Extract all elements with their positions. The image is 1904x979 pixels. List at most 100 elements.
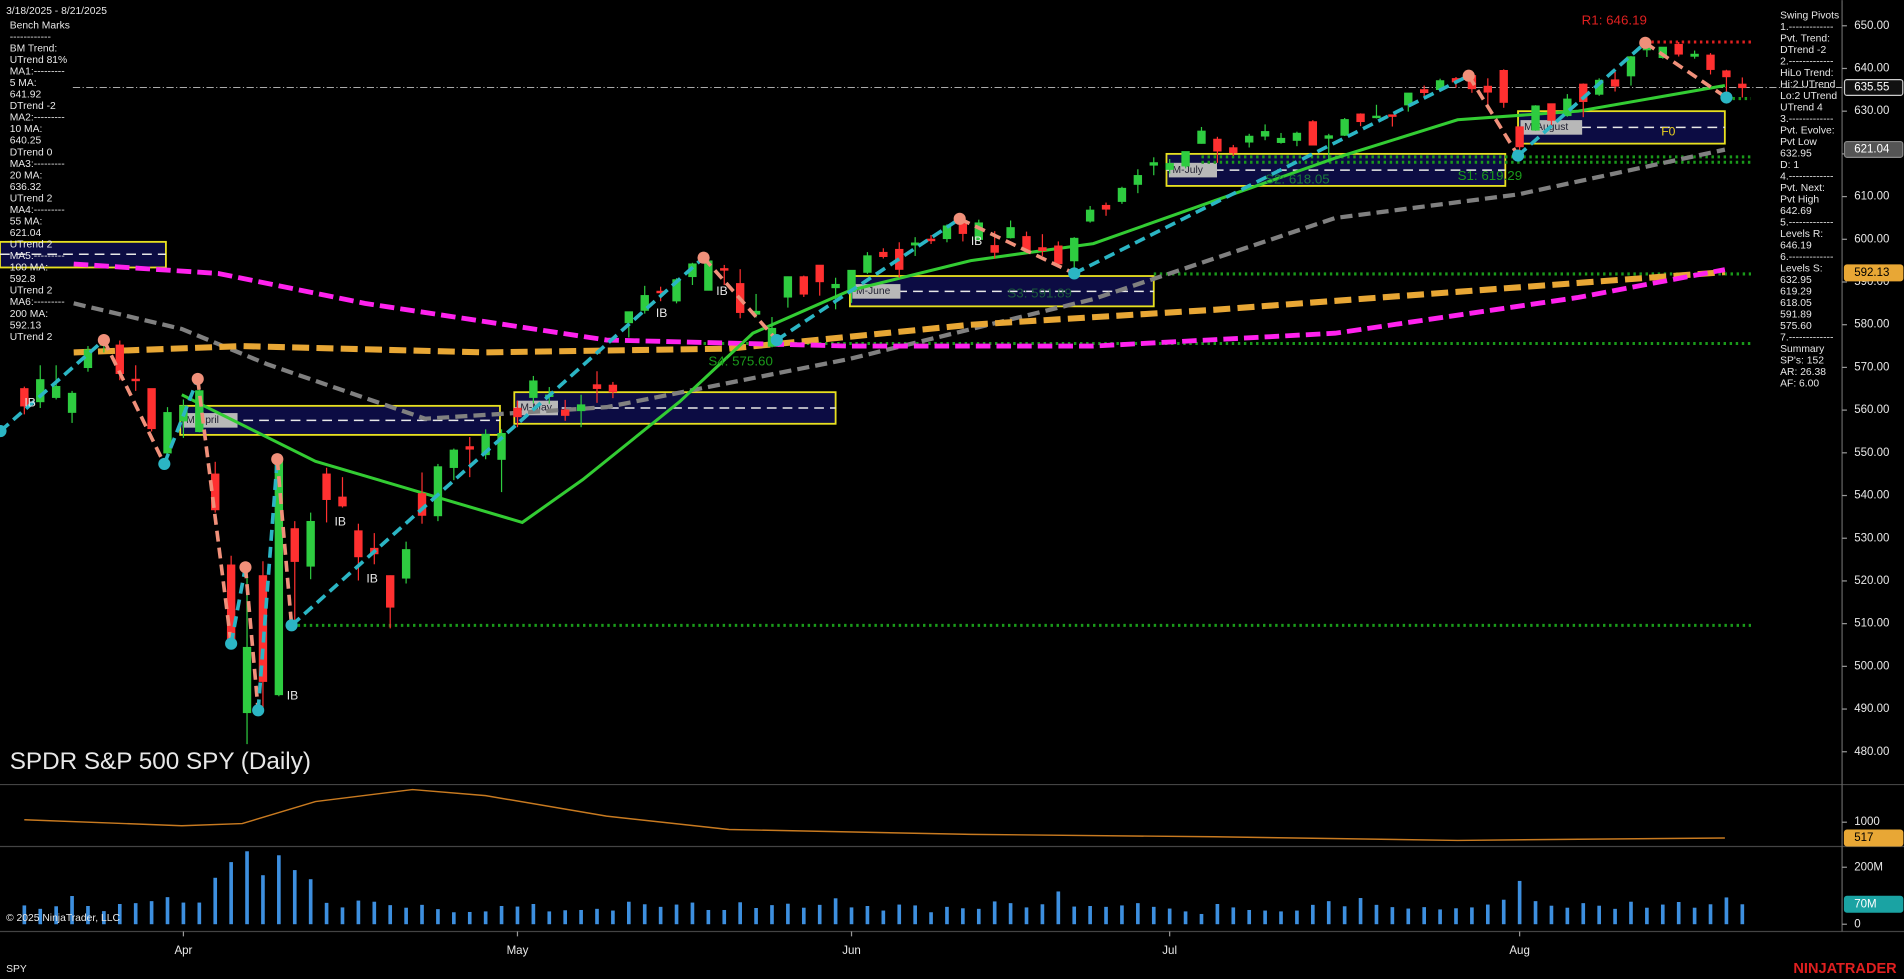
value-marker — [1843, 829, 1904, 847]
overlay-line — [73, 261, 1726, 349]
volume-bar — [452, 912, 456, 925]
annotation: IB — [24, 395, 35, 409]
swing-pivot-line: Summary — [1780, 344, 1825, 355]
volume-bar — [388, 905, 393, 925]
volume-bar — [467, 911, 472, 925]
bench-mark-line: 640.25 — [10, 136, 42, 147]
candle-body — [1690, 53, 1699, 57]
volume-bar — [1406, 908, 1411, 925]
candle-body — [163, 412, 172, 454]
volume-bar — [1629, 901, 1633, 925]
candle-body — [401, 549, 411, 579]
swing-line — [243, 567, 260, 711]
swing-pivot-line: Lo:2 UTrend — [1780, 91, 1837, 102]
brand: NINJATRADER — [1793, 961, 1897, 977]
swing-pivot-line: 7.------------- — [1780, 333, 1833, 344]
candle-body — [1149, 162, 1158, 166]
volume-bar — [86, 905, 90, 925]
y-tick-label: 600.00 — [1854, 233, 1889, 245]
y-tick-label: 610.00 — [1854, 191, 1889, 203]
volume-bar — [738, 902, 742, 925]
x-tick-label: Aug — [1509, 945, 1530, 957]
value-marker-label: 635.55 — [1854, 82, 1889, 94]
volume-bar — [292, 870, 297, 925]
annotation: S2: 618.05 — [1265, 171, 1330, 186]
volume-bar — [1533, 901, 1538, 925]
bench-mark-line: UTrend 2 — [10, 286, 53, 297]
swing-pivot — [1639, 36, 1652, 49]
y-tick-label: 640.00 — [1854, 63, 1889, 75]
volume-bar — [1740, 904, 1745, 925]
swing-pivot-line: Pvt High — [1780, 195, 1819, 206]
y-tick-label: 0 — [1854, 918, 1860, 930]
y-tick-label: 630.00 — [1854, 105, 1889, 117]
volume-bar — [754, 907, 758, 925]
candle-body — [449, 449, 459, 468]
candle-body — [1165, 163, 1174, 170]
volume-bar — [372, 901, 377, 925]
volume-bar — [1215, 903, 1220, 925]
candle-body — [1197, 130, 1206, 144]
swing-pivot — [285, 619, 298, 632]
value-marker-label: 70M — [1854, 898, 1876, 910]
candle-body — [465, 446, 474, 450]
candle-body — [1356, 113, 1365, 123]
swing-pivot — [953, 212, 966, 225]
candle-body — [608, 384, 618, 393]
candle-body — [942, 225, 952, 240]
candle-body — [1133, 175, 1143, 185]
candle-body — [1388, 114, 1397, 117]
candle-body — [1515, 126, 1524, 148]
swing-line — [775, 217, 961, 342]
bench-mark-line: MA3:--------- — [10, 159, 65, 170]
bench-mark-line: 636.32 — [10, 182, 42, 193]
y-tick-label: 530.00 — [1854, 532, 1889, 544]
volume-bar — [1263, 910, 1267, 925]
swing-pivot-line: Pvt. Next: — [1780, 183, 1825, 194]
bench-mark-line: 20 MA: — [10, 170, 43, 181]
swing-pivot-line: UTrend 4 — [1780, 103, 1823, 114]
volume-bar — [1024, 907, 1029, 925]
bench-mark-line: 592.8 — [10, 274, 36, 285]
candle-body — [195, 390, 204, 433]
swing-line — [0, 338, 106, 433]
volume-bar — [595, 908, 599, 925]
swing-pivot-line: D: 1 — [1780, 160, 1799, 171]
swing-line — [102, 339, 166, 465]
swing-pivot-line: 2.------------- — [1780, 57, 1833, 68]
bench-mark-line: DTrend 0 — [10, 147, 53, 158]
volume-bar — [1088, 905, 1092, 925]
swing-pivot-line: 591.89 — [1780, 310, 1812, 321]
y-tick-label: 580.00 — [1854, 319, 1889, 331]
candle-body — [322, 473, 331, 500]
overlay-line — [73, 269, 1726, 356]
candle-body — [386, 575, 395, 608]
candle-body — [258, 575, 268, 682]
candle-body — [1213, 138, 1222, 152]
swing-line — [1073, 74, 1470, 276]
swing-pivot-line: Pvt Low — [1780, 137, 1817, 148]
volume-bar — [1517, 880, 1522, 925]
bench-mark-line: 5 MA: — [10, 78, 37, 89]
y-tick-label: 550.00 — [1854, 447, 1889, 459]
candle-body — [1610, 79, 1620, 87]
volume-bar — [929, 912, 933, 925]
volume-bar — [1183, 911, 1188, 925]
candle-body — [783, 276, 793, 298]
candle-body — [433, 466, 443, 517]
volume-bar — [1295, 910, 1299, 925]
volume-bar — [340, 907, 345, 925]
volume-bar — [992, 901, 997, 925]
swing-pivot — [1720, 91, 1733, 104]
volume-bar — [1374, 904, 1379, 925]
annotation: IB — [971, 234, 982, 248]
swing-line — [1516, 41, 1647, 157]
annotation: S3: 591.89 — [1007, 285, 1072, 300]
candle-body — [640, 295, 649, 311]
candle-body — [513, 407, 522, 418]
candle-body — [1419, 89, 1429, 93]
volume-bar — [1501, 899, 1506, 925]
swing-pivot-line: Levels S: — [1780, 264, 1822, 275]
swing-pivot-line: SP's: 152 — [1780, 356, 1824, 367]
